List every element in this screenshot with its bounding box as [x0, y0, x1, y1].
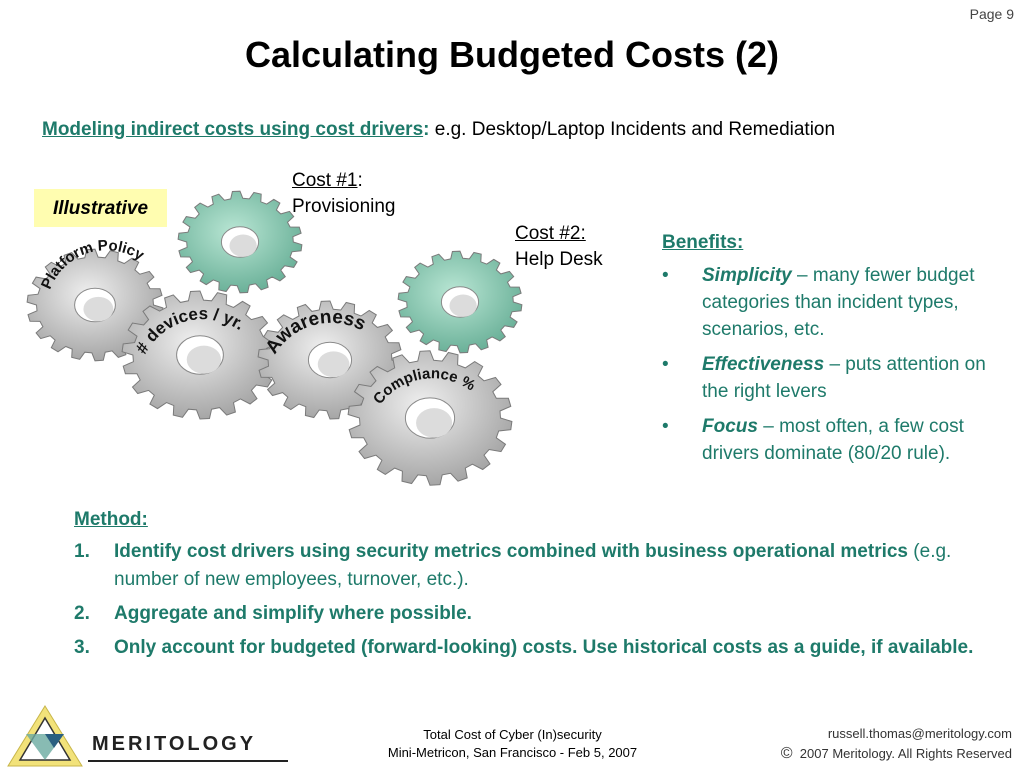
- benefit-item: Simplicity – many fewer budget categorie…: [662, 262, 1012, 343]
- gear-teal-cost2: [397, 250, 523, 354]
- method-bold: Identify cost drivers using security met…: [114, 541, 909, 562]
- gear-devices: [121, 290, 279, 420]
- page-number: Page 9: [969, 6, 1014, 22]
- cost2-desc: Help Desk: [515, 249, 603, 270]
- cost1-title: Cost #1: [292, 170, 358, 191]
- method-item: 2. Aggregate and simplify where possible.: [74, 600, 974, 628]
- benefit-term: Simplicity: [702, 265, 792, 286]
- benefit-text: – puts attention on the right levers: [702, 354, 986, 402]
- subtitle: Modeling indirect costs using cost drive…: [42, 119, 835, 141]
- cost2-label: Cost #2: Help Desk: [515, 221, 603, 273]
- cost2-title: Cost #2:: [515, 223, 586, 244]
- method-bold: Aggregate and simplify where possible.: [114, 603, 472, 624]
- footer-copyright: © 2007 Meritology. All Rights Reserved: [781, 744, 1012, 764]
- footer-right: russell.thomas@meritology.com © 2007 Mer…: [781, 724, 1012, 764]
- copyright-symbol: ©: [780, 745, 793, 762]
- benefit-text: – most often, a few cost drivers dominat…: [702, 416, 964, 464]
- method-bold: Only account for budgeted (forward-looki…: [114, 637, 974, 658]
- benefit-term: Focus: [702, 416, 758, 437]
- footer-center-line2: Mini-Metricon, San Francisco - Feb 5, 20…: [387, 745, 638, 760]
- method-item: 3. Only account for budgeted (forward-loo…: [74, 634, 974, 662]
- method-heading: Method:: [74, 509, 148, 530]
- footer-center-line1: Total Cost of Cyber (In)security: [423, 727, 602, 742]
- method-normal: (e.g. number of new employees, turnover,…: [114, 541, 952, 590]
- logo-underline: [88, 760, 288, 762]
- copyright-text: 2007 Meritology. All Rights Reserved: [799, 746, 1012, 761]
- method-num: 2.: [74, 603, 90, 624]
- meritology-wordmark: Meritology: [92, 733, 257, 755]
- subtitle-rest: e.g. Desktop/Laptop Incidents and Remedi…: [429, 119, 836, 140]
- gear-platform: [26, 248, 164, 362]
- benefit-item: Focus – most often, a few cost drivers d…: [662, 413, 1012, 467]
- footer-center: Total Cost of Cyber (In)security Mini-Me…: [340, 726, 685, 762]
- cost1-label: Cost #1: Provisioning: [292, 168, 396, 220]
- benefits-heading: Benefits:: [662, 232, 744, 253]
- subtitle-link: Modeling indirect costs using cost drive…: [42, 119, 424, 140]
- illustrative-badge: Illustrative: [34, 189, 167, 227]
- gear-compliance: [347, 350, 513, 486]
- method-item: 1. Identify cost drivers using security m…: [74, 538, 974, 594]
- method-section: Method: 1. Identify cost drivers using se…: [74, 506, 974, 668]
- benefit-text: – many fewer budget categories than inci…: [702, 265, 975, 340]
- gears-illustration: Platform Policy # devices / yr. Awarenes…: [26, 190, 523, 486]
- gear-teal-cost1: [177, 190, 303, 294]
- benefit-item: Effectiveness – puts attention on the ri…: [662, 351, 1012, 405]
- benefits-section: Benefits: Simplicity – many fewer budget…: [662, 229, 1012, 475]
- method-num: 3.: [74, 637, 90, 658]
- benefit-term: Effectiveness: [702, 354, 825, 375]
- page-title: Calculating Budgeted Costs (2): [244, 34, 780, 75]
- footer-email[interactable]: russell.thomas@meritology.com: [827, 726, 1012, 741]
- meritology-logo-icon: [7, 705, 83, 767]
- subtitle-colon: :: [423, 119, 430, 140]
- method-num: 1.: [74, 541, 90, 562]
- cost1-colon: :: [357, 170, 363, 191]
- cost1-desc: Provisioning: [292, 196, 396, 217]
